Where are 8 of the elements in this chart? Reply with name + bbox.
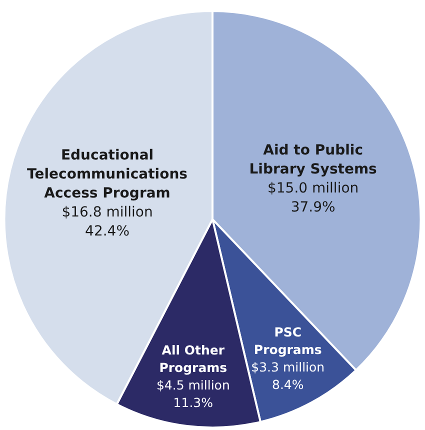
data-label: $3.3 million 8.4% — [251, 360, 325, 392]
slice-label: Aid to Public Library Systems — [249, 142, 377, 178]
slice-label: PSC Programs — [254, 324, 322, 358]
data-label: $4.5 million 11.3% — [156, 378, 230, 410]
data-label: $15.0 million 37.9% — [267, 180, 359, 216]
slice-label: Educational Telecommunications Access Program — [27, 148, 188, 202]
data-label: $16.8 million 42.4% — [62, 204, 153, 240]
slice-label: All Other Programs — [159, 342, 228, 376]
